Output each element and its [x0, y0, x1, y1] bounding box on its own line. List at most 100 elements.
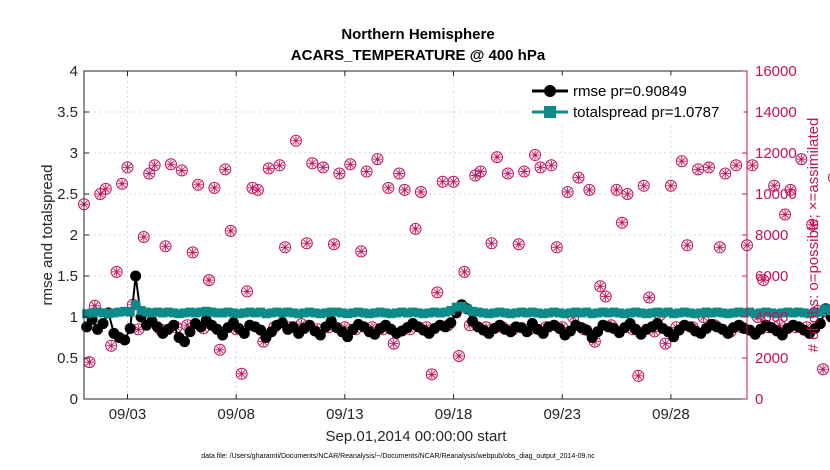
obs-possible-marker — [398, 183, 411, 196]
series-point-totalspread — [370, 308, 380, 318]
obs-possible-marker — [164, 158, 177, 171]
obs-count-point — [795, 153, 808, 166]
obs-assimilated-marker — [553, 243, 561, 251]
obs-possible-marker — [518, 165, 531, 178]
obs-assimilated-marker — [634, 372, 642, 380]
obs-possible-marker — [621, 188, 634, 200]
obs-count-point — [643, 291, 656, 304]
obs-assimilated-marker — [417, 188, 425, 196]
series-point-totalspread — [810, 308, 820, 318]
obs-count-point — [659, 337, 672, 350]
obs-assimilated-marker — [227, 227, 235, 235]
obs-assimilated-marker — [210, 184, 218, 192]
obs-count-point — [143, 167, 156, 180]
series-point-totalspread — [750, 309, 760, 319]
series-point-totalspread — [348, 308, 358, 318]
y-tick-label-right: 14000 — [755, 104, 797, 121]
obs-possible-marker — [137, 231, 150, 244]
series-point-totalspread — [136, 305, 146, 315]
obs-count-point — [730, 159, 743, 172]
series-point-totalspread — [609, 307, 619, 317]
obs-possible-marker — [317, 161, 330, 174]
series-point-rmse — [130, 270, 142, 282]
series-point-totalspread — [218, 308, 228, 318]
series-point-rmse — [814, 318, 826, 330]
series-point-totalspread — [419, 309, 429, 319]
series-point-totalspread — [473, 307, 483, 317]
y-tick-label: 3 — [70, 145, 78, 162]
obs-assimilated-marker — [85, 358, 93, 366]
obs-count-point — [344, 158, 357, 171]
obs-assimilated-marker — [167, 160, 175, 168]
x-axis-label: Sep.01,2014 00:00:00 start — [326, 428, 508, 445]
x-tick-label: 09/03 — [109, 406, 147, 423]
obs-assimilated-marker — [243, 287, 251, 295]
series-point-totalspread — [185, 307, 195, 317]
obs-assimilated-marker — [732, 161, 740, 169]
obs-possible-marker — [208, 181, 221, 194]
series-point-totalspread — [337, 308, 347, 318]
series-point-totalspread — [343, 309, 353, 319]
obs-assimilated-marker — [721, 169, 729, 178]
obs-assimilated-marker — [335, 169, 343, 178]
x-tick-label: 09/18 — [435, 406, 473, 423]
series-point-totalspread — [571, 307, 581, 317]
obs-assimilated-marker — [618, 219, 626, 227]
series-point-totalspread — [190, 308, 200, 318]
series-point-totalspread — [440, 307, 450, 317]
obs-possible-marker — [784, 183, 797, 196]
obs-possible-marker — [425, 368, 438, 381]
series-point-totalspread — [266, 308, 276, 318]
obs-assimilated-marker — [667, 182, 675, 190]
obs-count-point — [757, 274, 770, 287]
obs-assimilated-marker — [292, 137, 300, 145]
obs-assimilated-marker — [330, 240, 338, 248]
series-point-totalspread — [174, 309, 184, 319]
series-point-totalspread — [196, 307, 206, 317]
obs-possible-marker — [116, 177, 129, 190]
obs-assimilated-marker — [661, 340, 670, 348]
series-point-totalspread — [641, 309, 651, 319]
obs-possible-marker — [192, 178, 205, 191]
obs-assimilated-marker — [759, 276, 767, 284]
obs-count-point — [827, 173, 830, 183]
series-point-totalspread — [353, 307, 363, 317]
y-tick-label: 2 — [70, 227, 78, 244]
obs-count-point — [458, 265, 471, 278]
obs-count-point — [398, 183, 411, 196]
series-point-totalspread — [495, 307, 505, 317]
series-point-totalspread — [614, 308, 624, 318]
series-point-totalspread — [636, 308, 646, 318]
series-point-totalspread — [766, 308, 776, 318]
series-point-totalspread — [549, 307, 559, 317]
obs-assimilated-marker — [221, 165, 229, 173]
series-point-totalspread — [555, 308, 565, 318]
obs-assimilated-marker — [455, 352, 463, 360]
series-point-totalspread — [478, 308, 488, 318]
obs-assimilated-marker — [140, 233, 148, 241]
obs-possible-marker — [491, 151, 504, 164]
series-point-totalspread — [603, 308, 613, 318]
obs-assimilated-marker — [281, 243, 289, 251]
obs-assimilated-marker — [373, 155, 381, 163]
obs-possible-marker — [186, 246, 199, 259]
obs-possible-marker — [757, 274, 770, 287]
series-point-totalspread — [109, 308, 119, 318]
obs-count-point — [518, 165, 531, 178]
series-point-totalspread — [582, 307, 592, 317]
obs-assimilated-marker — [123, 163, 132, 171]
obs-possible-marker — [572, 171, 585, 184]
obs-count-point — [409, 222, 422, 235]
series-point-totalspread — [576, 308, 586, 318]
obs-count-point — [572, 171, 585, 184]
series-point-totalspread — [511, 308, 521, 318]
series-point-totalspread — [457, 301, 467, 311]
series-point-rmse — [168, 319, 180, 331]
obs-count-point — [300, 237, 313, 250]
obs-assimilated-marker — [694, 165, 702, 173]
obs-count-point — [817, 363, 830, 376]
obs-count-point — [545, 159, 558, 172]
obs-assimilated-marker — [460, 268, 468, 276]
obs-possible-marker — [110, 265, 123, 278]
